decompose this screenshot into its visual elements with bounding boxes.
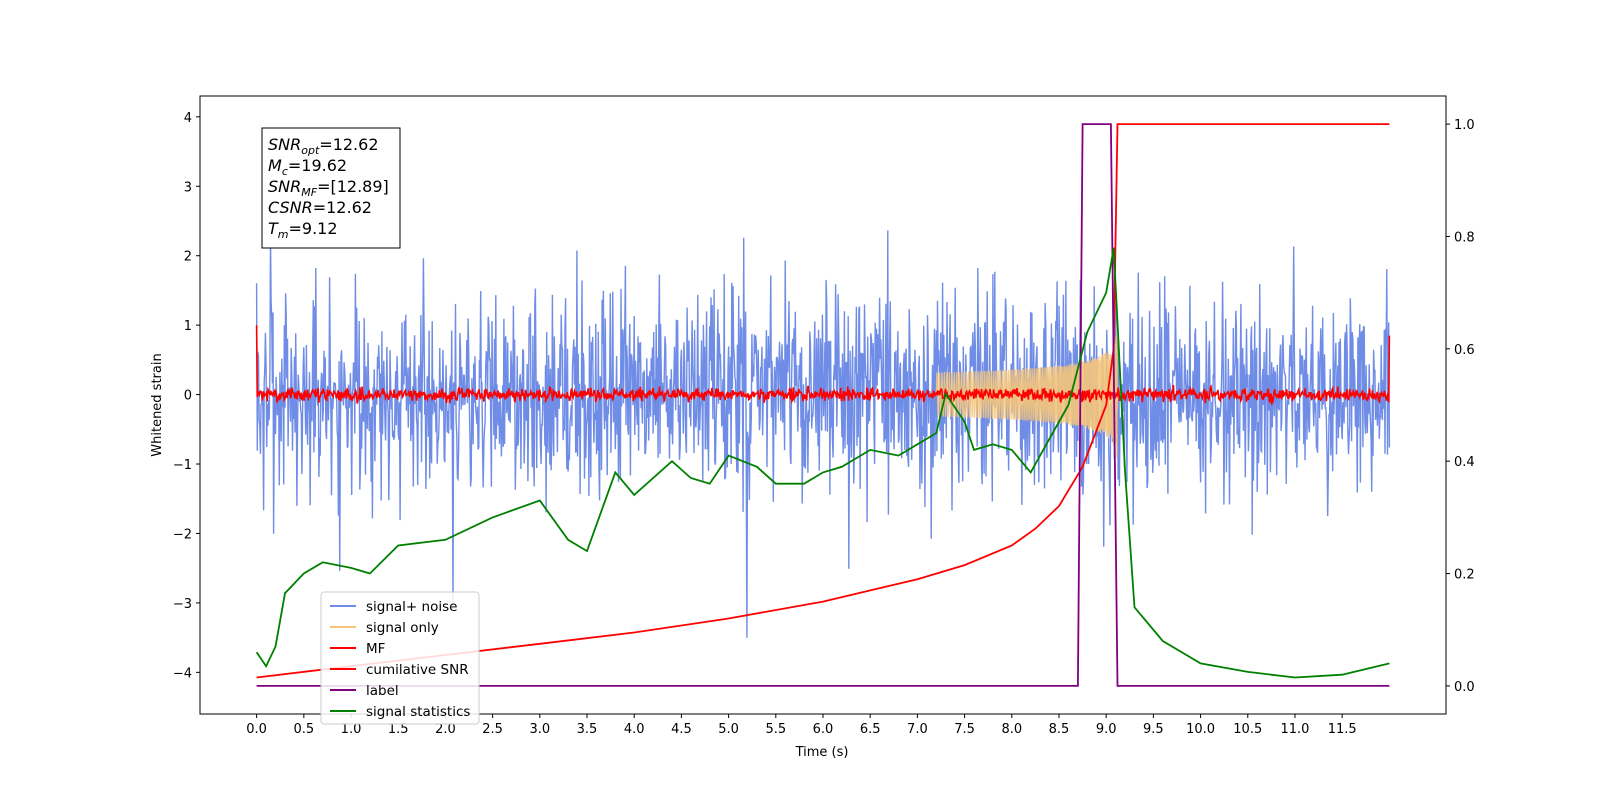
annotation-symbol: M	[268, 156, 282, 175]
annotation-value: =9.12	[289, 219, 338, 238]
x-tick-label: 1.0	[341, 722, 362, 737]
annotation-value: =19.62	[288, 156, 347, 175]
annotation-symbol: T	[268, 219, 279, 238]
legend-label: signal only	[366, 620, 439, 636]
annotation-line: SNRopt=12.62	[268, 135, 379, 157]
legend-label: signal statistics	[366, 704, 470, 720]
y-right-tick-label: 0.8	[1454, 230, 1475, 245]
x-tick-label: 2.0	[435, 722, 456, 737]
y-tick-label: 1	[184, 319, 192, 334]
annotation-symbol: SNR	[268, 135, 301, 154]
x-tick-label: 6.0	[813, 722, 834, 737]
x-tick-label: 0.5	[293, 722, 314, 737]
x-tick-label: 5.0	[718, 722, 739, 737]
x-tick-label: 3.5	[577, 722, 598, 737]
axes-layer: 0.0 0.5 1.0 1.5 2.0 2.5 3.0 3.5 4.0 4.5 5.0 5.5 6.0 6…	[173, 111, 1475, 737]
y-right-tick-label: 1.0	[1454, 118, 1475, 133]
y-right-tick-label: 0.4	[1454, 455, 1475, 470]
x-tick-label: 7.0	[907, 722, 928, 737]
annotation-subscript: opt	[301, 144, 320, 157]
label-line	[256, 123, 1390, 687]
x-tick-label: 11.0	[1280, 722, 1309, 737]
legend-item-cumilative-snr: cumilative SNR	[330, 662, 469, 678]
legend-frame	[320, 591, 480, 725]
annotation-box: SNRopt=12.62Mc=19.62SNRMF=[12.89]CSNR=12…	[261, 127, 401, 249]
legend: signal+ noise signal only MF cumilative SNR…	[320, 591, 480, 725]
y-tick-label: 3	[184, 180, 192, 195]
annotation-value: =[12.89]	[317, 177, 389, 196]
legend-label: signal+ noise	[366, 599, 457, 615]
annotation-frame	[261, 127, 401, 249]
series-signal-statistics	[255, 247, 1390, 679]
x-tick-label: 10.5	[1233, 722, 1262, 737]
legend-label: cumilative SNR	[366, 662, 469, 678]
y-tick-label: 0	[184, 389, 192, 404]
x-tick-label: 7.5	[954, 722, 975, 737]
noise-trace	[255, 230, 1391, 638]
annotation-line: Mc=19.62	[268, 156, 347, 178]
annotation-value: =12.62	[319, 135, 378, 154]
chirp-trace	[935, 336, 1119, 458]
signal-statistics-line	[255, 247, 1390, 679]
legend-item-signal-statistics: signal statistics	[330, 704, 470, 720]
x-tick-label: 6.5	[860, 722, 881, 737]
x-tick-label: 4.0	[624, 722, 645, 737]
y-tick-label: −4	[173, 666, 192, 681]
legend-label: MF	[366, 641, 385, 657]
y-right-tick-label: 0.0	[1454, 680, 1475, 695]
y-tick-label: −3	[173, 597, 192, 612]
x-tick-label: 1.5	[388, 722, 409, 737]
annotation-symbol: SNR	[268, 177, 301, 196]
series-signal-only	[935, 336, 1119, 458]
legend-item-label: label	[330, 683, 399, 699]
x-tick-label: 0.0	[246, 722, 267, 737]
legend-item-mf: MF	[330, 641, 385, 657]
x-tick-label: 8.5	[1049, 722, 1070, 737]
x-tick-label: 4.5	[671, 722, 692, 737]
series-label	[256, 123, 1390, 687]
annotation-subscript: c	[282, 165, 288, 178]
series-layer	[255, 123, 1391, 687]
cumilative-snr-line	[256, 123, 1390, 679]
x-tick-label: 11.5	[1328, 722, 1357, 737]
annotation-value: =12.62	[313, 198, 372, 217]
y-axis-label: Whitened strain	[150, 353, 165, 456]
y-tick-label: 2	[184, 250, 192, 265]
y-tick-label: −2	[173, 527, 192, 542]
x-axis-label: Time (s)	[795, 745, 849, 760]
annotation-subscript: m	[278, 228, 289, 241]
mf-trace	[255, 325, 1391, 405]
y-tick-label: −1	[173, 458, 192, 473]
x-tick-label: 2.5	[482, 722, 503, 737]
series-mf	[255, 325, 1391, 405]
x-tick-label: 5.5	[765, 722, 786, 737]
x-tick-label: 9.5	[1143, 722, 1164, 737]
legend-item-signal-only: signal only	[330, 620, 439, 636]
annotation-line: Tm=9.12	[268, 219, 338, 241]
x-tick-label: 10.0	[1186, 722, 1215, 737]
series-signal-noise	[255, 230, 1391, 638]
x-tick-label: 3.0	[529, 722, 550, 737]
annotation-line: SNRMF=[12.89]	[268, 177, 389, 199]
x-tick-label: 8.0	[1001, 722, 1022, 737]
annotation-line: CSNR=12.62	[268, 198, 372, 217]
y-right-tick-label: 0.2	[1454, 568, 1475, 583]
x-tick-label: 9.0	[1096, 722, 1117, 737]
legend-label: label	[366, 683, 399, 699]
legend-item-signal-noise: signal+ noise	[330, 599, 457, 615]
y-right-tick-label: 0.6	[1454, 343, 1475, 358]
annotation-subscript: MF	[301, 186, 317, 199]
annotation-symbol: CSNR	[268, 198, 313, 217]
series-cumilative-snr	[256, 123, 1390, 679]
y-tick-label: 4	[184, 111, 192, 126]
